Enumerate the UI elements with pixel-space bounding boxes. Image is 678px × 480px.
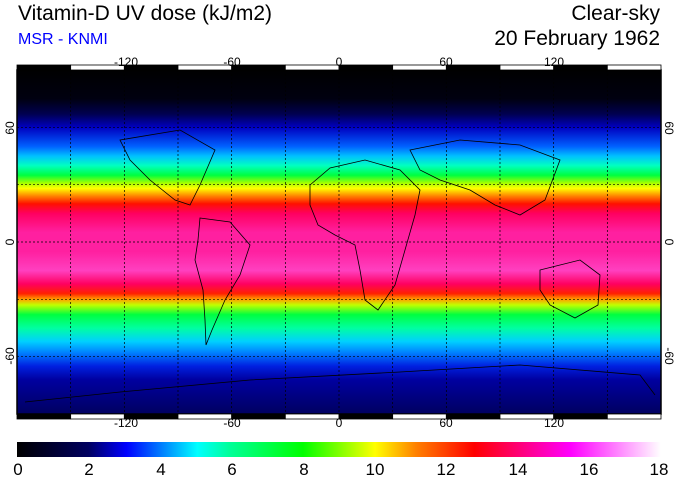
frame-scale-segment	[284, 64, 340, 71]
lat-label: -60	[662, 347, 676, 365]
data-source: MSR - KNMI	[18, 31, 108, 48]
africa-outline	[309, 159, 421, 311]
frame-scale-segment	[392, 64, 447, 71]
lon-label: 120	[544, 416, 564, 430]
lon-label: 120	[544, 55, 564, 69]
frame-scale-segment	[16, 413, 72, 420]
colorbar-label: 14	[509, 460, 528, 479]
colorbar-label: 16	[580, 460, 599, 479]
frame-scale-segment	[445, 413, 501, 420]
lon-label: -60	[223, 416, 241, 430]
frame-scale-segment	[338, 64, 394, 71]
colorbar-labels: 0 2 4 6 8 10 12 14 16 18	[13, 460, 668, 479]
lat-label: 0	[3, 238, 17, 245]
colorbar-label: 0	[13, 460, 22, 479]
frame-scale-segment	[445, 64, 501, 71]
lon-label: 60	[439, 416, 453, 430]
south-america-outline	[194, 217, 251, 346]
lon-label: -60	[223, 55, 241, 69]
colorbar-label: 18	[650, 460, 669, 479]
australia-outline	[539, 259, 601, 319]
lat-ticks-left: 60 0 -60	[3, 121, 17, 365]
lon-label: 60	[439, 55, 453, 69]
frame-scale-segment	[338, 413, 394, 420]
graticule	[17, 70, 661, 414]
lat-label: -60	[3, 347, 17, 365]
sky-condition: Clear-sky	[571, 2, 660, 25]
colorbar-label: 6	[227, 460, 236, 479]
colorbar-label: 2	[84, 460, 93, 479]
lat-ticks-right: 60 0 -60	[662, 121, 676, 365]
lon-label: -120	[114, 416, 138, 430]
colorbar-label: 8	[299, 460, 308, 479]
lon-label: -120	[114, 55, 138, 69]
frame-scale-segment	[392, 413, 447, 420]
frame-scale-segment	[606, 413, 662, 420]
colorbar	[17, 442, 661, 457]
north-america-outline	[119, 129, 216, 206]
lat-label: 0	[662, 239, 676, 246]
map-date: 20 February 1962	[494, 27, 660, 50]
lon-ticks-bottom: -120 -60 0 60 120	[114, 416, 564, 430]
lat-label: 60	[662, 121, 676, 135]
map-title: Vitamin-D UV dose (kJ/m2)	[18, 2, 273, 25]
lat-label: 60	[3, 121, 17, 135]
frame-scale-segment	[606, 64, 662, 71]
colorbar-label: 4	[156, 460, 165, 479]
colorbar-label: 12	[437, 460, 456, 479]
antarctica-outline	[24, 364, 656, 403]
lon-ticks-top: -120 -60 0 60 120	[114, 55, 564, 69]
frame-scale-segment	[16, 64, 72, 71]
frame-scale-bars	[16, 64, 662, 420]
lon-label: 0	[336, 416, 343, 430]
frame-scale-segment	[284, 413, 340, 420]
colorbar-label: 10	[366, 460, 385, 479]
lon-label: 0	[336, 55, 343, 69]
